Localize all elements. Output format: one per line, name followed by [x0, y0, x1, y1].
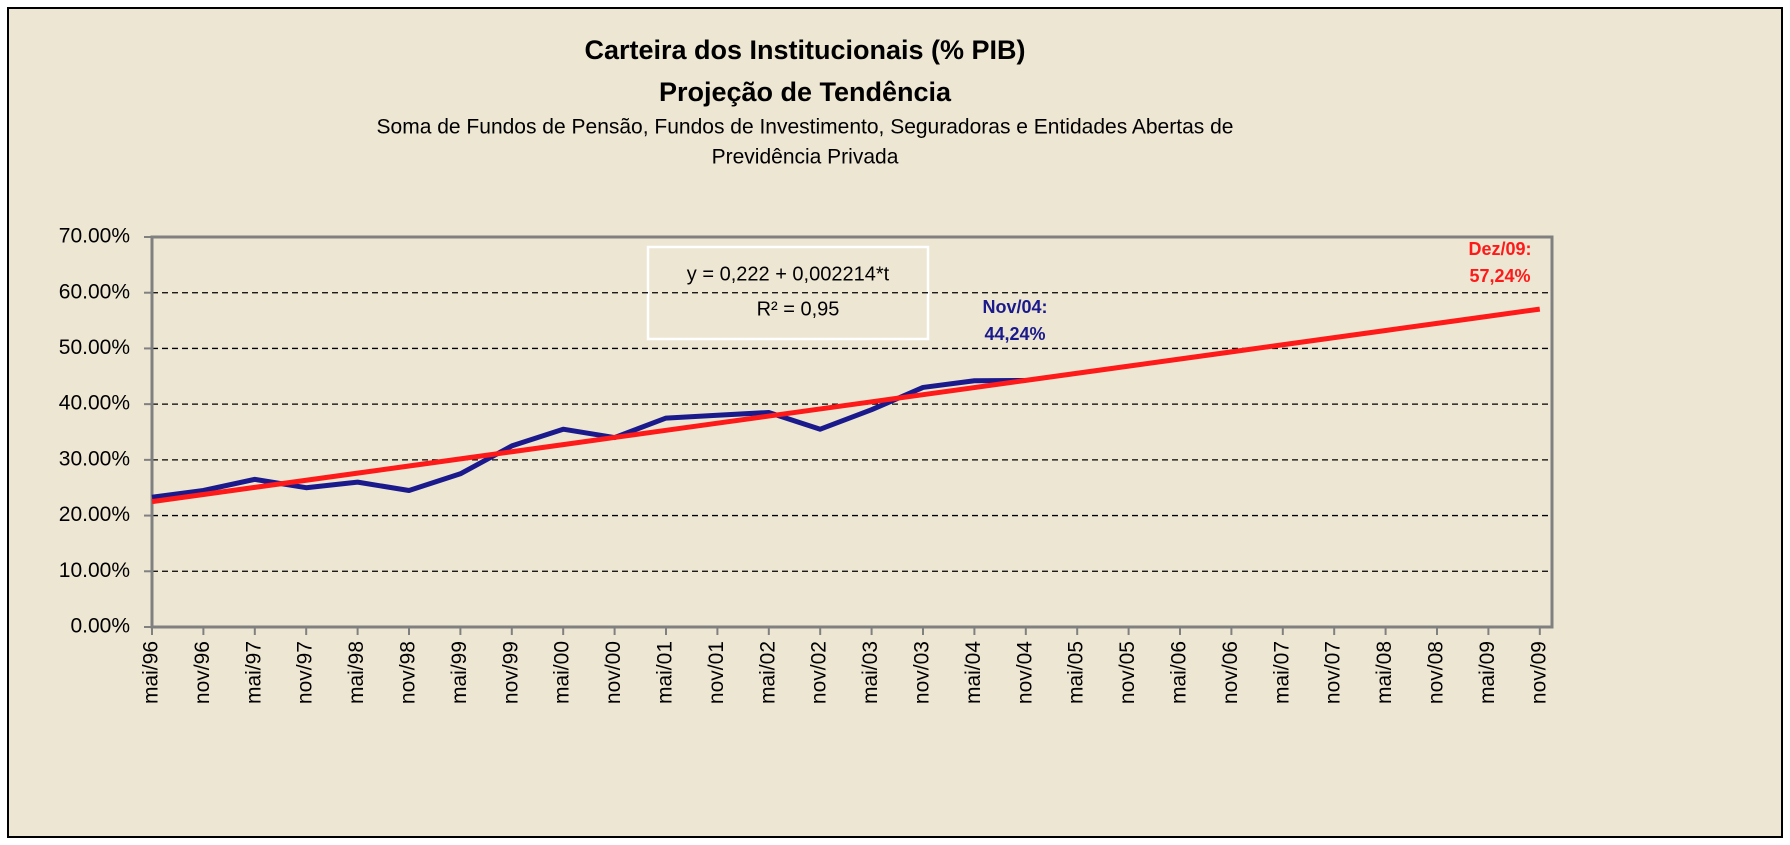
- x-tick-label: nov/04: [1013, 641, 1036, 704]
- y-tick-label: 60.00%: [59, 280, 130, 303]
- chart-title: Carteira dos Institucionais (% PIB): [584, 35, 1025, 65]
- x-tick-label: mai/03: [859, 641, 882, 704]
- y-tick-label: 0.00%: [70, 615, 130, 638]
- x-tick-label: nov/97: [294, 641, 317, 704]
- y-tick-label: 40.00%: [59, 392, 130, 415]
- x-tick-label: nov/06: [1219, 641, 1242, 704]
- y-tick-label: 10.00%: [59, 559, 130, 582]
- x-tick-label: nov/98: [397, 641, 420, 704]
- x-tick-label: mai/04: [962, 641, 985, 704]
- x-tick-label: mai/05: [1065, 641, 1088, 704]
- line-series: [151, 378, 1026, 500]
- chart-description: Soma de Fundos de Pensão, Fundos de Inve…: [377, 116, 1234, 139]
- annotation: Dez/09:: [1468, 239, 1531, 259]
- x-tick-label: mai/01: [654, 641, 677, 704]
- line-series: [151, 306, 1541, 505]
- r-squared: R² = 0,95: [757, 298, 840, 320]
- x-tick-label: mai/98: [345, 641, 368, 704]
- x-tick-label: nov/07: [1322, 641, 1345, 704]
- x-tick-label: mai/06: [1168, 641, 1191, 704]
- x-tick-label: nov/05: [1116, 641, 1139, 704]
- plot-frame: [150, 235, 1554, 629]
- equation: y = 0,222 + 0,002214*t: [687, 263, 890, 285]
- annotation: 44,24%: [984, 324, 1045, 344]
- x-tick-label: mai/00: [551, 641, 574, 704]
- y-tick-label: 50.00%: [59, 336, 130, 359]
- y-tick-label: 30.00%: [59, 447, 130, 470]
- x-tick-label: mai/09: [1476, 641, 1499, 704]
- chart-background: [7, 7, 1783, 838]
- x-tick-label: mai/08: [1373, 641, 1396, 704]
- x-tick-label: nov/00: [602, 641, 625, 704]
- x-tick-label: nov/08: [1425, 641, 1448, 704]
- x-tick-label: mai/02: [756, 641, 779, 704]
- x-tick-label: nov/03: [911, 641, 934, 704]
- x-tick-label: nov/96: [191, 641, 214, 704]
- chart-description: Previdência Privada: [712, 146, 899, 169]
- chart-subtitle: Projeção de Tendência: [659, 77, 952, 107]
- y-tick-label: 20.00%: [59, 503, 130, 526]
- annotation: 57,24%: [1469, 266, 1530, 286]
- x-tick-label: nov/01: [705, 641, 728, 704]
- x-tick-label: mai/96: [140, 641, 163, 704]
- x-tick-label: nov/02: [808, 641, 831, 704]
- x-tick-label: nov/09: [1527, 641, 1550, 704]
- y-tick-label: 70.00%: [59, 225, 130, 248]
- x-tick-label: mai/99: [448, 641, 471, 704]
- annotation: Nov/04:: [982, 297, 1047, 317]
- x-tick-label: mai/97: [242, 641, 265, 704]
- x-tick-label: mai/07: [1270, 641, 1293, 704]
- x-tick-label: nov/99: [499, 641, 522, 704]
